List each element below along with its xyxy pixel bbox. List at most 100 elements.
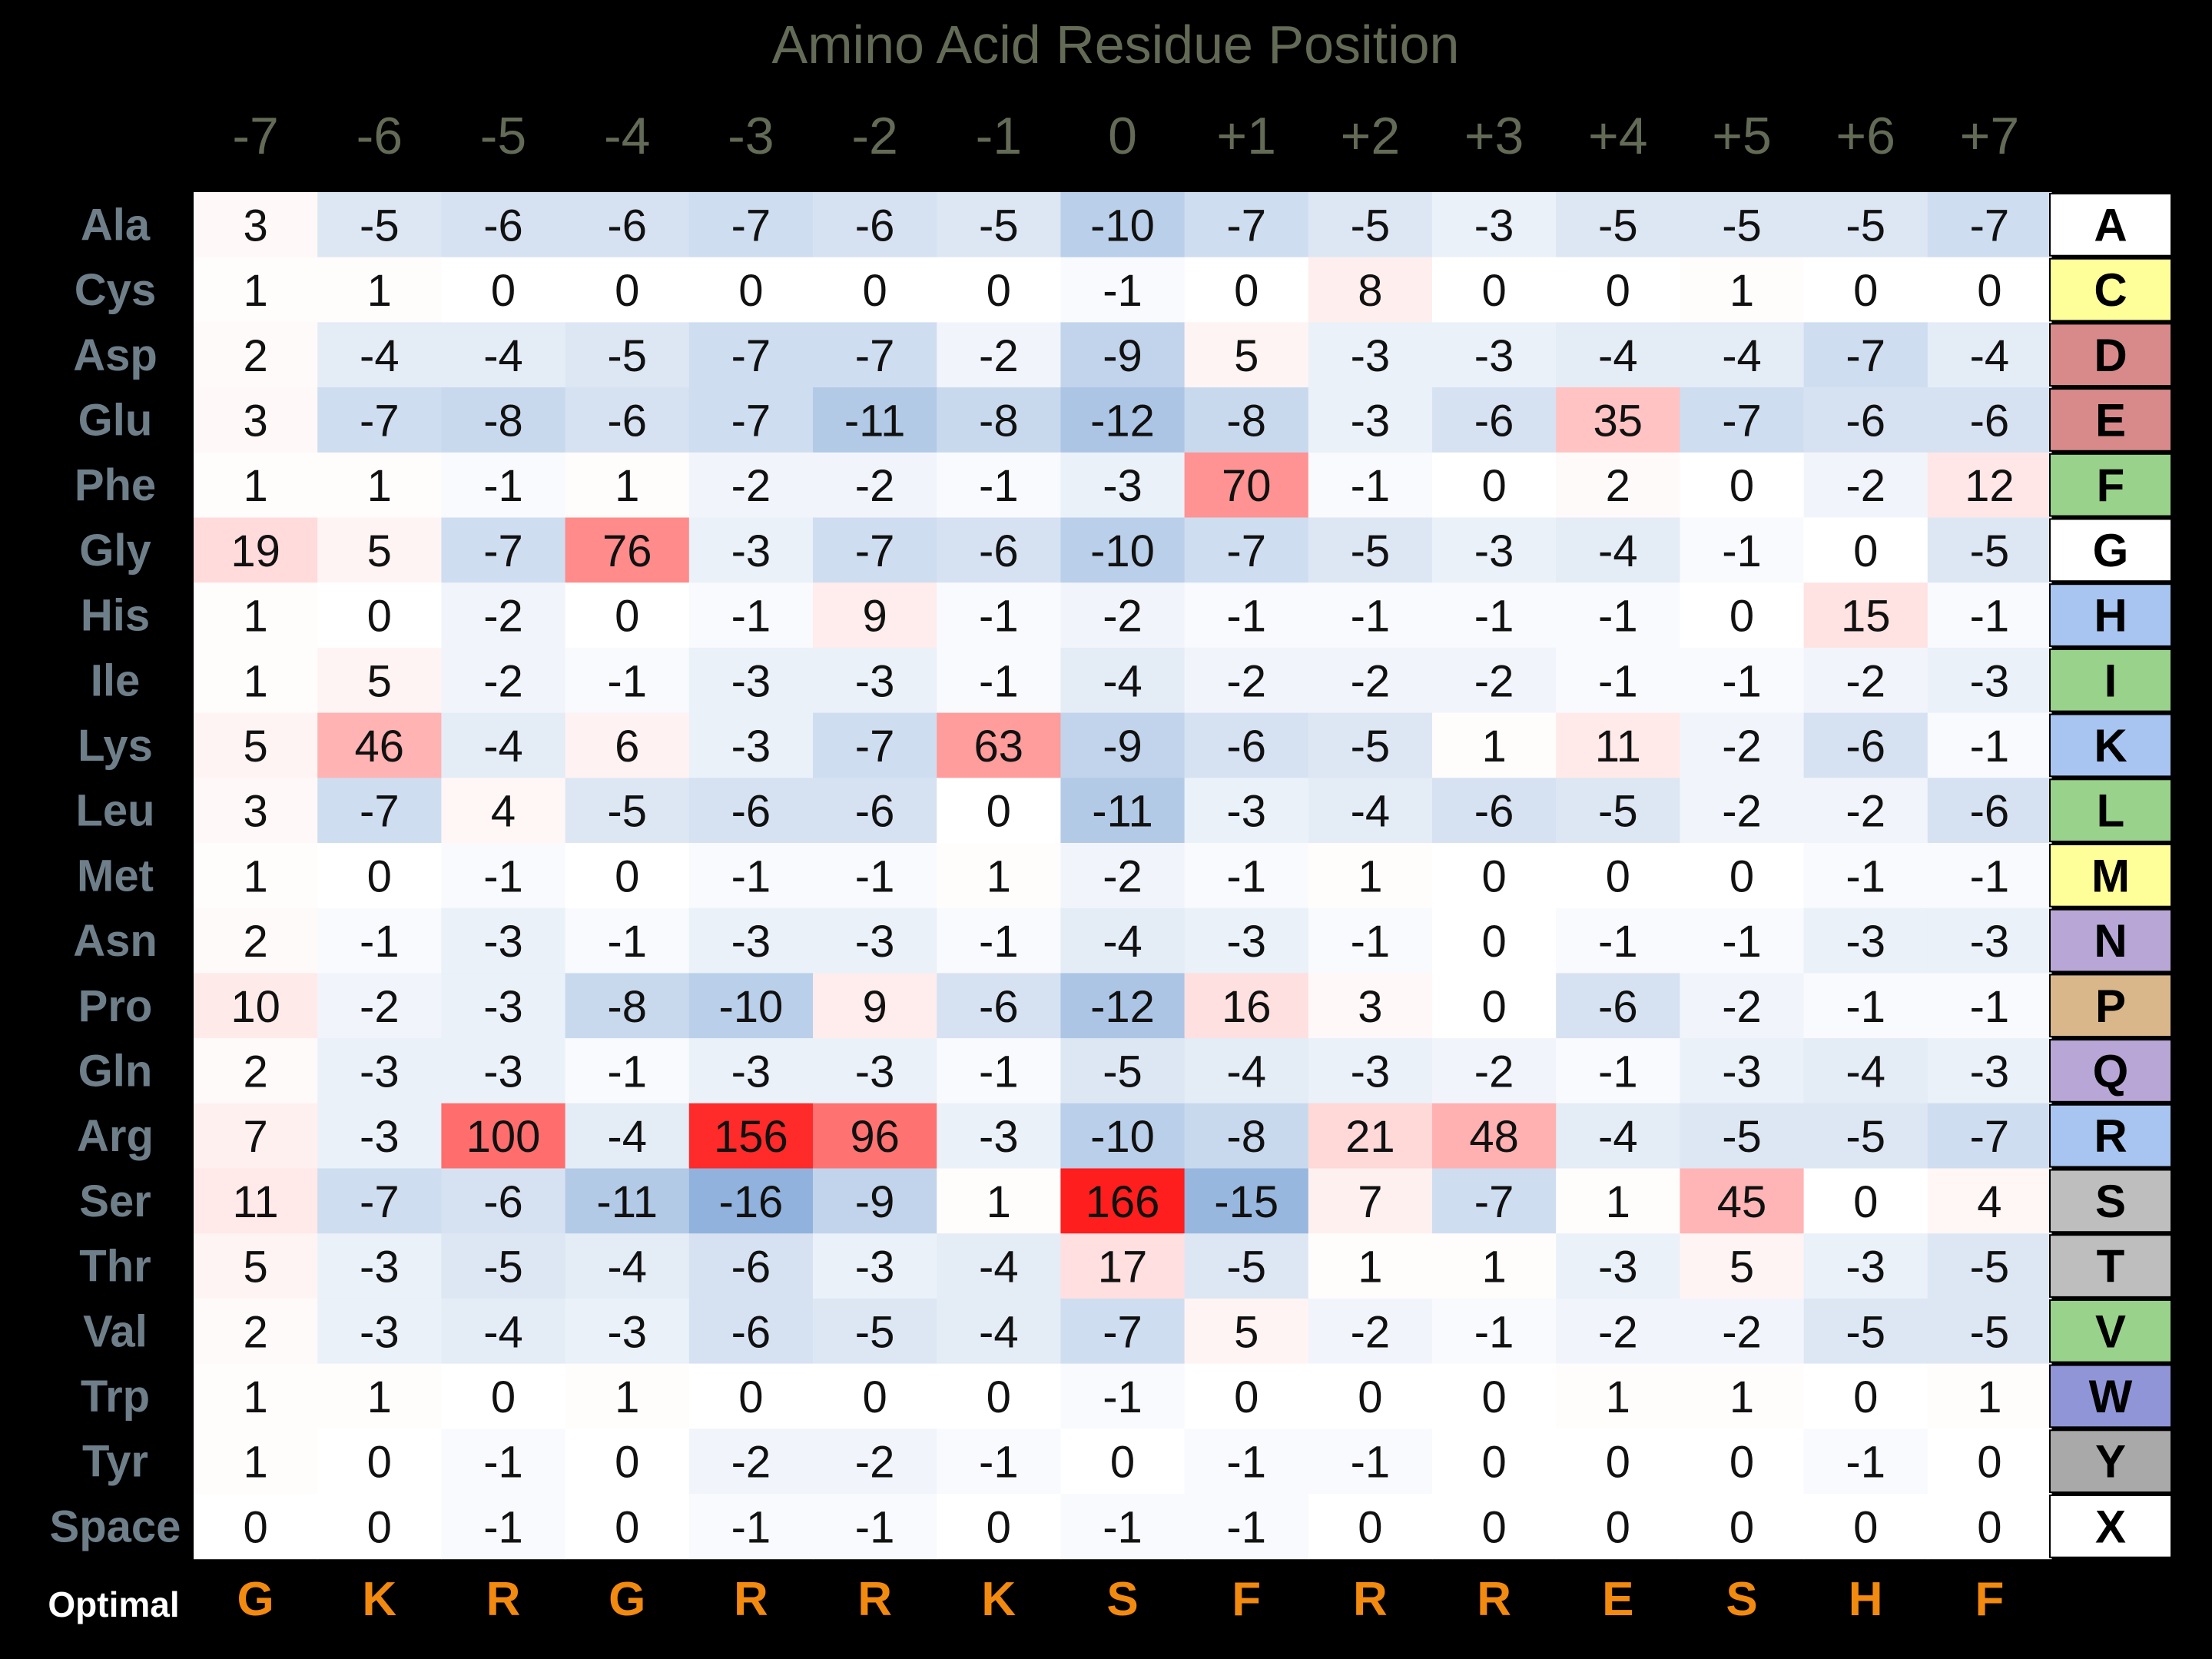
cell-value: -7	[855, 722, 895, 771]
cell-value: 1	[615, 1372, 639, 1422]
cell-value: 4	[491, 787, 516, 837]
heatmap-cell	[317, 1363, 442, 1429]
cell-value: -1	[1351, 592, 1391, 642]
heatmap-cell	[1556, 712, 1680, 778]
cell-value: -2	[1474, 1047, 1514, 1097]
row-label: Met	[77, 851, 154, 901]
heatmap-cell	[441, 452, 566, 518]
heatmap-cell	[1060, 322, 1186, 388]
heatmap-cell	[1184, 192, 1309, 258]
heatmap-cell	[1060, 257, 1186, 323]
cell-value: 4	[1977, 1177, 2001, 1227]
heatmap-cell	[441, 1298, 566, 1365]
heatmap-cell	[1060, 1233, 1186, 1299]
cell-value: -1	[1722, 656, 1762, 706]
heatmap-cell	[1308, 1428, 1433, 1495]
heatmap-cell	[688, 387, 814, 453]
cell-value: 0	[367, 592, 392, 642]
cell-value: 1	[615, 461, 639, 511]
heatmap-cell	[565, 1038, 690, 1104]
heatmap-cell	[688, 1428, 814, 1495]
cell-value: -4	[360, 331, 400, 381]
heatmap-cell	[1927, 778, 2052, 844]
heatmap-cell	[813, 843, 937, 909]
heatmap-cell	[565, 647, 690, 714]
cell-value: -1	[483, 1438, 523, 1488]
heatmap-cell	[1308, 582, 1433, 649]
heatmap-cell	[1060, 1428, 1186, 1495]
cell-value: 0	[987, 1502, 1011, 1552]
cell-value: 8	[1358, 266, 1382, 316]
optimal-residue: F	[1232, 1573, 1261, 1626]
optimal-residue: K	[981, 1573, 1016, 1626]
cell-value: 5	[367, 526, 392, 576]
row-label: Lys	[78, 721, 153, 771]
heatmap-cell	[937, 517, 1061, 583]
cell-value: -3	[1970, 917, 2010, 967]
amino-code-box	[2049, 844, 2172, 907]
heatmap-cell	[441, 322, 566, 388]
optimal-row: Optimal G K R G R R K S F R R E S H F	[48, 1573, 2004, 1626]
cell-value: 0	[1606, 1502, 1630, 1552]
heatmap-cell	[194, 1168, 318, 1234]
cell-value: 1	[367, 266, 392, 316]
cell-value: -1	[1226, 1438, 1266, 1488]
heatmap-cell	[1184, 778, 1309, 844]
cell-value: -5	[979, 201, 1019, 251]
cell-value: -6	[1970, 396, 2010, 446]
cell-value: -6	[607, 201, 647, 251]
heatmap-cell	[1927, 517, 2052, 583]
cell-value: 0	[615, 592, 639, 642]
heatmap-cell	[1184, 973, 1309, 1039]
heatmap-cell	[688, 1168, 814, 1234]
heatmap-cell	[441, 907, 566, 974]
cell-value: -2	[360, 982, 400, 1032]
cell-value: 0	[1110, 1438, 1135, 1488]
cell-value: -1	[855, 851, 895, 901]
cell-value: -7	[731, 201, 771, 251]
heatmap-cell	[565, 843, 690, 909]
amino-code-letter: M	[2091, 850, 2130, 901]
row-label: Asn	[73, 916, 158, 966]
heatmap-cell	[937, 387, 1061, 453]
heatmap-cell	[194, 257, 318, 323]
cell-value: -5	[1351, 526, 1391, 576]
heatmap-cell	[1184, 1038, 1309, 1104]
heatmap-cell	[1803, 452, 1928, 518]
heatmap-cell	[813, 322, 937, 388]
heatmap-cell	[194, 452, 318, 518]
cell-value: -6	[979, 526, 1019, 576]
cell-value: -4	[1598, 526, 1638, 576]
heatmap-cell	[1184, 517, 1309, 583]
heatmap-cell	[1927, 907, 2052, 974]
heatmap-cell	[1803, 712, 1928, 778]
cell-value: -1	[979, 656, 1019, 706]
cell-value: 63	[974, 722, 1024, 771]
cell-value: -2	[1722, 722, 1762, 771]
amino-code-box	[2049, 648, 2172, 712]
cell-value: 46	[355, 722, 405, 771]
heatmap-cell	[1680, 517, 1805, 583]
cell-value: -4	[1598, 331, 1638, 381]
heatmap-cell	[441, 192, 566, 258]
heatmap-cell	[1184, 257, 1309, 323]
cell-value: 0	[862, 1372, 887, 1422]
cell-value: 3	[243, 787, 267, 837]
heatmap-cell	[813, 778, 937, 844]
column-label: +2	[1341, 107, 1401, 165]
amino-code-box	[2049, 1234, 2172, 1298]
cell-value: -3	[731, 917, 771, 967]
cell-value: -5	[1351, 201, 1391, 251]
heatmap-cell	[1927, 1168, 2052, 1234]
cell-value: -3	[1351, 331, 1391, 381]
amino-code-box	[2049, 974, 2172, 1038]
cell-value: -6	[731, 787, 771, 837]
cell-value: 16	[1222, 982, 1272, 1032]
heatmap-cell	[565, 1298, 690, 1365]
row-label: Trp	[81, 1372, 150, 1422]
heatmap-cell	[317, 843, 442, 909]
column-label: +3	[1464, 107, 1524, 165]
cell-value: 2	[1606, 461, 1630, 511]
heatmap-cell	[1432, 1168, 1557, 1234]
heatmap-cell	[813, 1428, 937, 1495]
